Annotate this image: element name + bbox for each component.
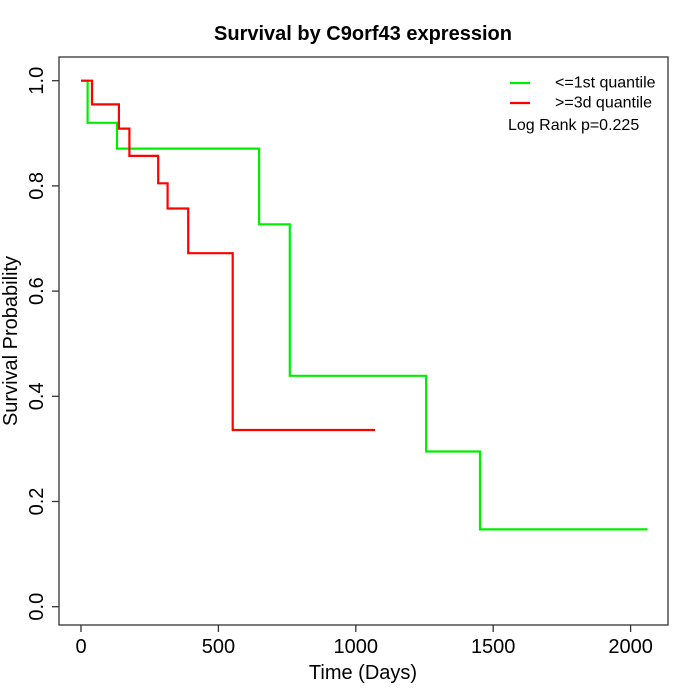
plot-border [58,56,669,626]
x-tick-label: 1000 [334,636,379,658]
chart-title: Survival by C9orf43 expression [214,23,512,45]
x-tick-label: 500 [202,636,235,658]
y-tick-label: 0.2 [26,488,48,516]
y-axis-title: Survival Probability [0,256,22,426]
x-axis-title: Time (Days) [309,662,417,684]
y-tick-label: 0.8 [26,172,48,200]
legend-label-third-quantile: >=3d quantile [555,95,652,112]
x-tick-label: 0 [75,636,86,658]
legend: <=1st quantile >=3d quantile Log Rank p=… [508,75,656,135]
km-curve-third-quantile [81,79,375,432]
x-tick-label: 1500 [471,636,516,658]
y-tick-label: 0.6 [26,277,48,305]
y-tick-label: 1.0 [26,67,48,95]
plot-area: 0 500 1000 1500 2000 0.0 0.2 0.4 0.6 0.8 1.0 [26,56,669,658]
x-tick-label: 2000 [608,636,653,658]
km-curve-first-quantile [81,79,648,531]
y-tick-label: 0.0 [26,593,48,621]
y-tick-label: 0.4 [26,382,48,410]
legend-label-first-quantile: <=1st quantile [555,75,656,92]
log-rank-pvalue: Log Rank p=0.225 [508,117,639,134]
